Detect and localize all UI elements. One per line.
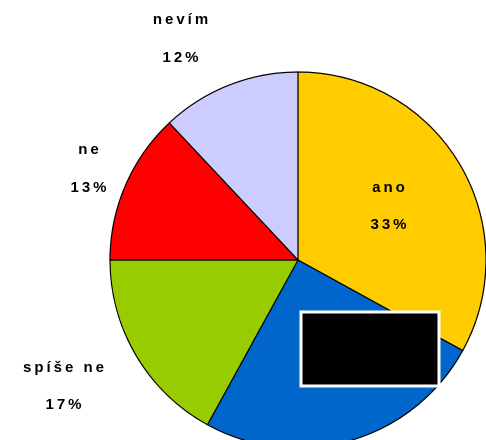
label-box (299, 310, 441, 388)
pie-slice (297, 71, 486, 352)
slice-label: spíše ne (23, 359, 107, 376)
slice-label: spíše ano (322, 328, 418, 345)
slice-value-label: 13% (70, 179, 109, 196)
slice-value-label: 25% (350, 364, 389, 381)
slice-label: nevím (153, 11, 211, 28)
pie-slice (168, 71, 299, 262)
slice-value-label: 12% (162, 49, 201, 66)
slice-value-label: 17% (45, 396, 84, 413)
pie-slice (109, 259, 300, 426)
slice-value-label: 33% (370, 216, 409, 233)
pie-slice (109, 122, 300, 261)
slice-label: ano (372, 179, 408, 196)
slice-label: ne (78, 141, 102, 158)
